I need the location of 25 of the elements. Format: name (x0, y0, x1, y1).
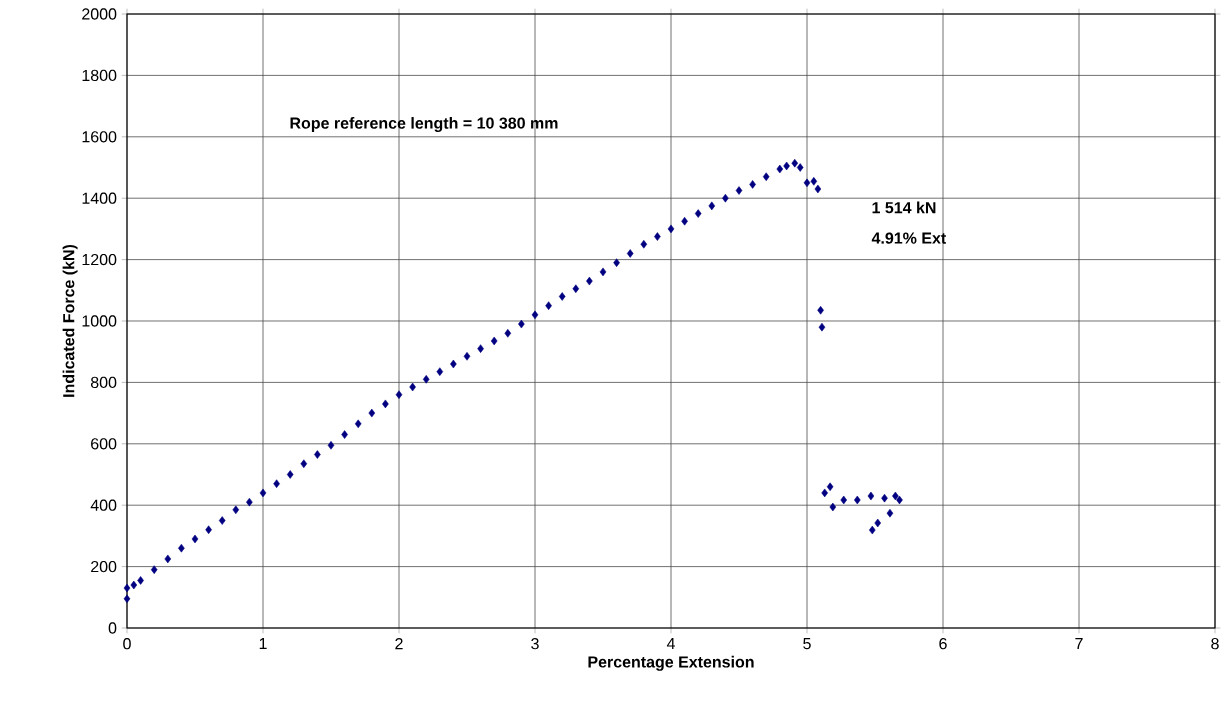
x-tick-label: 2 (395, 638, 403, 650)
y-tick-label: 1600 (82, 131, 117, 143)
y-tick-label: 400 (90, 499, 117, 511)
x-tick-label: 6 (939, 638, 947, 650)
y-axis-title: Indicated Force (kN) (62, 244, 78, 397)
y-tick-label: 600 (91, 438, 117, 450)
x-tick-label: 1 (259, 638, 267, 650)
x-tick-label: 5 (803, 638, 811, 650)
annotation: 4.91% Ext (871, 232, 947, 244)
y-tick-label: 1200 (82, 253, 117, 266)
y-tick-label: 0 (108, 622, 117, 634)
x-tick-label: 8 (1211, 638, 1219, 650)
x-axis-title: Percentage Extension (588, 655, 754, 671)
x-tick-label: 0 (123, 638, 131, 650)
x-tick-label: 4 (666, 638, 675, 650)
y-tick-label: 200 (91, 560, 117, 573)
y-tick-label: 2000 (82, 8, 117, 20)
y-tick-label: 800 (90, 376, 117, 389)
annotation: 1 514 kN (872, 201, 936, 214)
y-tick-label: 1000 (82, 315, 117, 327)
x-tick-label: 3 (531, 638, 539, 650)
y-tick-label: 1400 (82, 192, 117, 204)
x-tick-label: 7 (1075, 638, 1083, 650)
annotation: Rope reference length = 10 380 mm (290, 117, 558, 132)
y-tick-label: 1800 (82, 69, 117, 82)
